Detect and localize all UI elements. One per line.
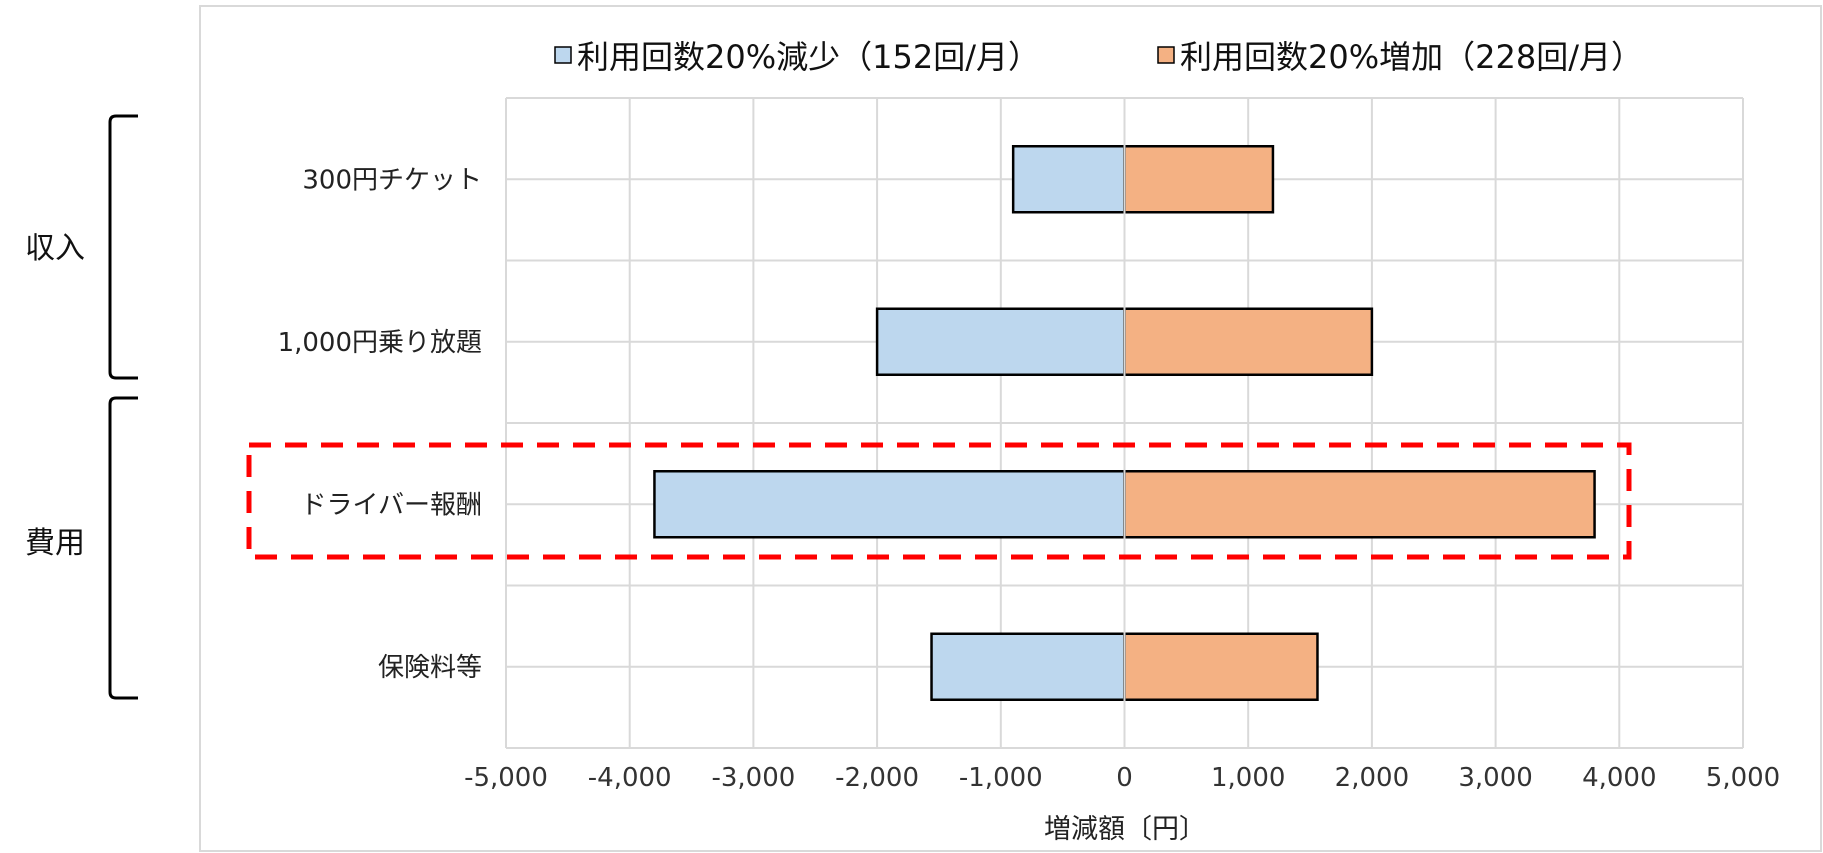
category-label: 1,000円乗り放題 — [278, 328, 482, 358]
legend: 利用回数20%減少（152回/月） 利用回数20%増加（228回/月） — [554, 38, 1643, 76]
x-tick-label: 5,000 — [1706, 763, 1780, 793]
legend-swatch-decrease — [554, 46, 572, 64]
x-tick-label: -1,000 — [959, 763, 1043, 793]
x-tick-label: -5,000 — [464, 763, 548, 793]
bars — [653, 98, 1596, 748]
category-label: 300円チケット — [302, 165, 482, 195]
bar-increase — [1123, 470, 1596, 539]
bar-increase — [1123, 307, 1374, 376]
category-label: 保険料等 — [378, 653, 482, 683]
group-income-label: 収入 — [25, 231, 85, 266]
bar-decrease — [653, 470, 1126, 539]
x-tick-label: 2,000 — [1335, 763, 1409, 793]
bar-increase — [1123, 145, 1275, 214]
x-tick-label: 0 — [1116, 763, 1133, 793]
legend-label-decrease: 利用回数20%減少（152回/月） — [577, 38, 1040, 76]
x-tick-label: 3,000 — [1458, 763, 1532, 793]
group-expense-label: 費用 — [25, 526, 85, 561]
legend-swatch-increase — [1157, 46, 1175, 64]
chart-frame — [199, 5, 1822, 852]
group-expense: 費用 — [25, 396, 138, 700]
x-tick-label: -3,000 — [711, 763, 795, 793]
group-expense-bracket — [108, 396, 138, 700]
x-tick-label: 1,000 — [1211, 763, 1285, 793]
bar-decrease — [930, 632, 1126, 701]
legend-label-increase: 利用回数20%増加（228回/月） — [1180, 38, 1643, 76]
x-tick-label: -2,000 — [835, 763, 919, 793]
bar-decrease — [1011, 145, 1126, 214]
group-income: 収入 — [25, 114, 138, 380]
group-income-bracket — [108, 114, 138, 380]
x-axis-title: 増減額〔円〕 — [1044, 814, 1206, 845]
x-tick-label: -4,000 — [588, 763, 672, 793]
bar-increase — [1123, 632, 1319, 701]
highlight-box — [246, 442, 1632, 560]
x-tick-label: 4,000 — [1582, 763, 1656, 793]
bar-decrease — [875, 307, 1126, 376]
x-tick-labels: -5,000 -4,000 -3,000 -2,000 -1,000 0 1,000 2,00… — [464, 763, 1780, 793]
category-label: ドライバー報酬 — [301, 490, 482, 520]
